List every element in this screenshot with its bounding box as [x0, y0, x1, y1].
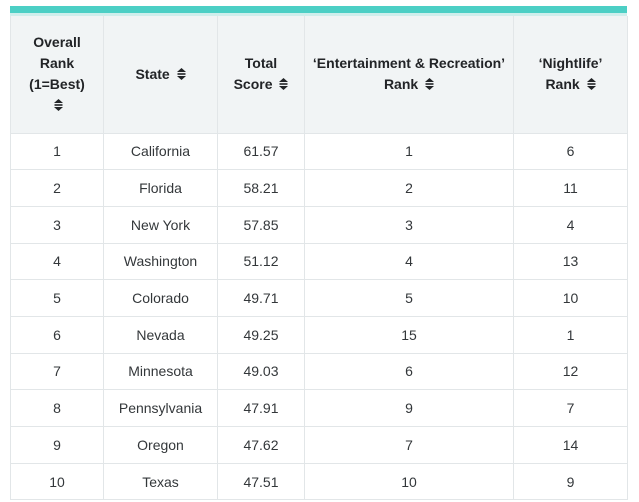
sort-icon	[425, 78, 435, 91]
table-row: 7 Minnesota 49.03 6 12	[10, 352, 628, 391]
column-header-label: State	[135, 65, 174, 82]
table-row: 5 Colorado 49.71 5 10	[10, 279, 628, 317]
table-cell: 12	[513, 352, 628, 391]
table-cell: 4	[10, 242, 104, 281]
table-cell: 11	[513, 169, 628, 207]
table-cell: Texas	[103, 462, 218, 501]
table-cell: 14	[513, 426, 628, 464]
table-row: 4 Washington 51.12 4 13	[10, 242, 628, 281]
sort-icon	[279, 78, 289, 91]
column-header-label: Total Score	[233, 55, 278, 93]
table-header: Overall Rank (1=Best) State Total Score …	[10, 16, 628, 134]
table-cell: 15	[304, 315, 514, 354]
table-cell: 9	[513, 462, 628, 501]
table-cell: 57.85	[217, 205, 305, 244]
table-header-row: Overall Rank (1=Best) State Total Score …	[10, 16, 628, 134]
table-cell: 10	[513, 279, 628, 317]
table-cell: Minnesota	[103, 352, 218, 391]
column-header-label: ‘Entertainment & Recreation’ Rank	[312, 55, 506, 93]
table-cell: 9	[304, 389, 514, 427]
table-cell: 7	[513, 389, 628, 427]
table-cell: 8	[10, 389, 104, 427]
table-cell: 1	[304, 132, 514, 171]
table-cell: Florida	[103, 169, 218, 207]
table-row: 8 Pennsylvania 47.91 9 7	[10, 389, 628, 427]
table-cell: 4	[304, 242, 514, 281]
column-header-overall-rank[interactable]: Overall Rank (1=Best)	[10, 16, 104, 134]
column-header-entertainment-recreation-rank[interactable]: ‘Entertainment & Recreation’ Rank	[304, 16, 514, 134]
table-cell: 6	[513, 132, 628, 171]
table-cell: 7	[304, 426, 514, 464]
table-row: 2 Florida 58.21 2 11	[10, 169, 628, 207]
table-cell: 5	[304, 279, 514, 317]
table-cell: 3	[10, 205, 104, 244]
table-row: 3 New York 57.85 3 4	[10, 205, 628, 244]
sort-icon	[54, 99, 63, 112]
column-header-label: Overall Rank (1=Best)	[29, 34, 85, 93]
sort-icon	[586, 78, 596, 91]
table-cell: 3	[304, 205, 514, 244]
table-body: 1 California 61.57 1 6 2 Florida 58.21 2 11 3 New Y…	[10, 132, 628, 501]
table-accent-bar-light	[10, 13, 627, 16]
column-header-state[interactable]: State	[103, 16, 218, 134]
table-row: 10 Texas 47.51 10 9	[10, 462, 628, 501]
table-cell: 49.71	[217, 279, 305, 317]
table-cell: Pennsylvania	[103, 389, 218, 427]
table-cell: Colorado	[103, 279, 218, 317]
table-row: 9 Oregon 47.62 7 14	[10, 426, 628, 464]
table-cell: 49.03	[217, 352, 305, 391]
table-cell: 61.57	[217, 132, 305, 171]
table-row: 6 Nevada 49.25 15 1	[10, 315, 628, 354]
table-cell: 2	[10, 169, 104, 207]
table-cell: New York	[103, 205, 218, 244]
table-cell: 47.91	[217, 389, 305, 427]
table-cell: Washington	[103, 242, 218, 281]
table-cell: 51.12	[217, 242, 305, 281]
table-cell: 47.51	[217, 462, 305, 501]
column-header-label: ‘Nightlife’ Rank	[538, 55, 603, 93]
column-header-nightlife-rank[interactable]: ‘Nightlife’ Rank	[513, 16, 628, 134]
table-cell: Oregon	[103, 426, 218, 464]
table-cell: 1	[513, 315, 628, 354]
table-cell: 5	[10, 279, 104, 317]
table-cell: 13	[513, 242, 628, 281]
table-cell: Nevada	[103, 315, 218, 354]
table-cell: 6	[304, 352, 514, 391]
table-cell: 1	[10, 132, 104, 171]
sort-icon	[176, 67, 186, 80]
table-cell: 4	[513, 205, 628, 244]
table-cell: 58.21	[217, 169, 305, 207]
table-cell: 2	[304, 169, 514, 207]
table-row: 1 California 61.57 1 6	[10, 132, 628, 171]
column-header-total-score[interactable]: Total Score	[217, 16, 305, 134]
table-cell: 47.62	[217, 426, 305, 464]
table-cell: 6	[10, 315, 104, 354]
ranking-table: Overall Rank (1=Best) State Total Score …	[10, 6, 628, 501]
table-cell: 10	[304, 462, 514, 501]
table-accent-bar	[10, 6, 627, 13]
table-cell: 10	[10, 462, 104, 501]
state-rankings-table: Overall Rank (1=Best) State Total Score …	[10, 16, 628, 501]
table-cell: 9	[10, 426, 104, 464]
table-cell: 7	[10, 352, 104, 391]
table-cell: 49.25	[217, 315, 305, 354]
table-cell: California	[103, 132, 218, 171]
